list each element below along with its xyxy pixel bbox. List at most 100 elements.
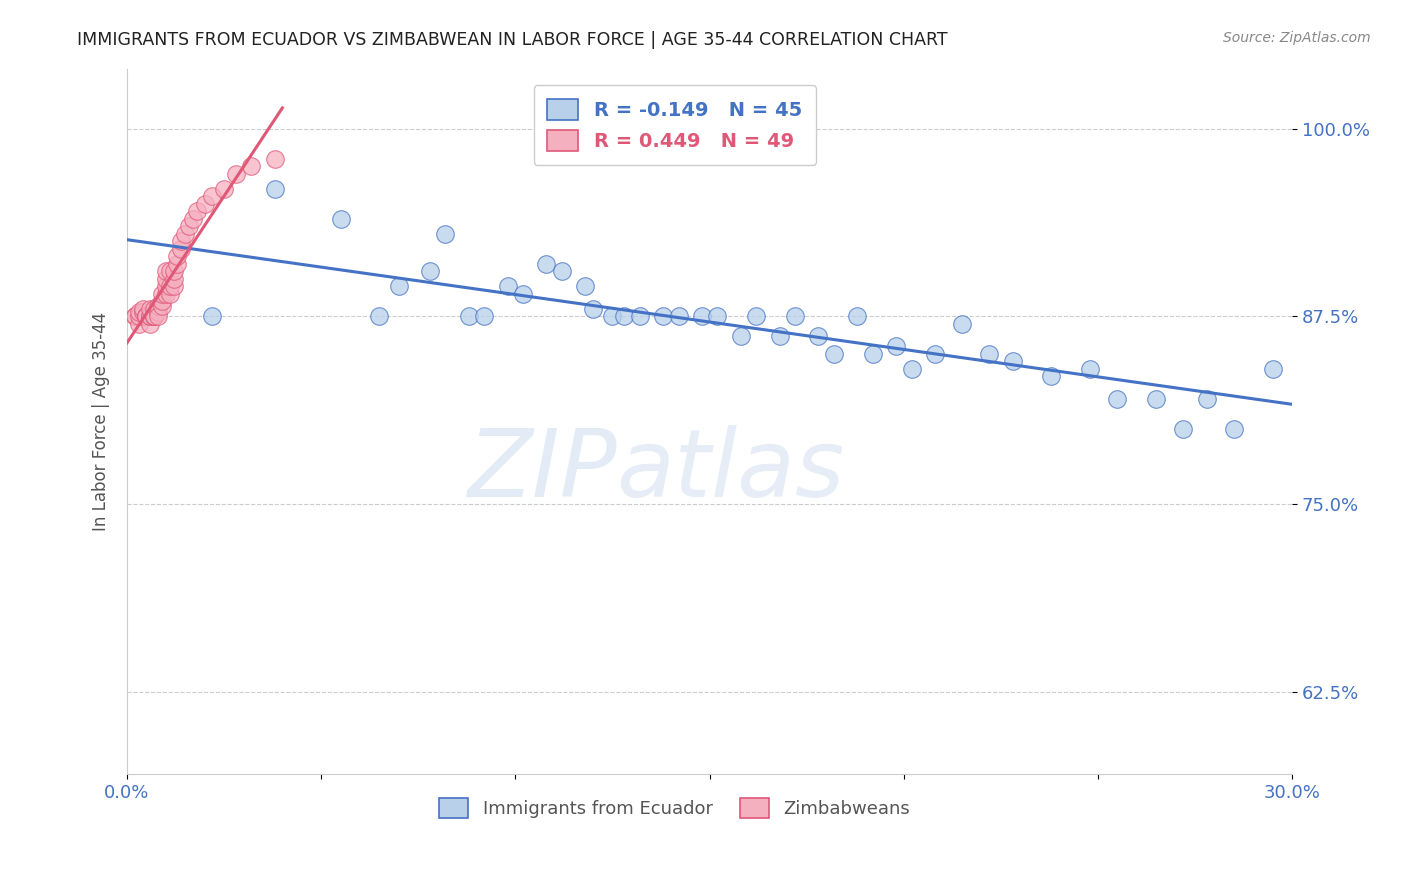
Point — [212, 181, 235, 195]
Point — [159, 264, 181, 278]
Point — [1261, 361, 1284, 376]
Point — [139, 310, 162, 324]
Point — [139, 301, 162, 316]
Point — [690, 310, 713, 324]
Legend: Immigrants from Ecuador, Zimbabweans: Immigrants from Ecuador, Zimbabweans — [432, 790, 917, 825]
Point — [263, 152, 285, 166]
Point — [143, 310, 166, 324]
Point — [201, 310, 224, 324]
Point — [613, 310, 636, 324]
Point — [884, 339, 907, 353]
Point — [150, 299, 173, 313]
Point — [582, 301, 605, 316]
Point — [124, 310, 146, 324]
Point — [124, 310, 146, 324]
Point — [457, 310, 479, 324]
Point — [225, 167, 247, 181]
Point — [900, 361, 922, 376]
Point — [155, 279, 177, 293]
Point — [807, 328, 830, 343]
Point — [155, 264, 177, 278]
Point — [846, 310, 869, 324]
Point — [170, 242, 193, 256]
Point — [730, 328, 752, 343]
Point — [146, 299, 169, 313]
Point — [496, 279, 519, 293]
Point — [512, 286, 534, 301]
Point — [574, 279, 596, 293]
Point — [745, 310, 768, 324]
Point — [329, 211, 352, 226]
Point — [768, 328, 790, 343]
Point — [179, 219, 201, 234]
Point — [668, 310, 690, 324]
Point — [146, 310, 169, 324]
Text: atlas: atlas — [616, 425, 845, 516]
Point — [128, 310, 150, 324]
Point — [131, 301, 153, 316]
Point — [162, 279, 184, 293]
Point — [186, 204, 208, 219]
Point — [135, 310, 157, 324]
Point — [139, 317, 162, 331]
Point — [652, 310, 675, 324]
Text: ZIP: ZIP — [467, 425, 616, 516]
Point — [419, 264, 441, 278]
Point — [166, 257, 188, 271]
Point — [143, 310, 166, 324]
Point — [1001, 354, 1024, 368]
Point — [201, 189, 224, 203]
Point — [174, 227, 197, 241]
Point — [150, 294, 173, 309]
Point — [131, 304, 153, 318]
Point — [434, 227, 457, 241]
Point — [950, 317, 973, 331]
Point — [1107, 392, 1129, 406]
Point — [181, 211, 204, 226]
Point — [472, 310, 495, 324]
Point — [706, 310, 728, 324]
Point — [602, 310, 624, 324]
Point — [979, 347, 1001, 361]
Point — [1195, 392, 1218, 406]
Text: Source: ZipAtlas.com: Source: ZipAtlas.com — [1223, 31, 1371, 45]
Point — [194, 196, 217, 211]
Point — [368, 310, 391, 324]
Point — [862, 347, 884, 361]
Point — [536, 257, 558, 271]
Point — [128, 304, 150, 318]
Point — [783, 310, 806, 324]
Point — [1223, 422, 1246, 436]
Point — [128, 317, 150, 331]
Point — [924, 347, 946, 361]
Point — [159, 286, 181, 301]
Point — [135, 310, 157, 324]
Point — [1173, 422, 1195, 436]
Text: IMMIGRANTS FROM ECUADOR VS ZIMBABWEAN IN LABOR FORCE | AGE 35-44 CORRELATION CHA: IMMIGRANTS FROM ECUADOR VS ZIMBABWEAN IN… — [77, 31, 948, 49]
Point — [240, 159, 263, 173]
Point — [162, 271, 184, 285]
Point — [139, 310, 162, 324]
Point — [388, 279, 411, 293]
Point — [170, 234, 193, 248]
Point — [1144, 392, 1167, 406]
Point — [155, 286, 177, 301]
Point — [135, 310, 157, 324]
Point — [166, 249, 188, 263]
Point — [551, 264, 574, 278]
Point — [263, 181, 285, 195]
Point — [146, 304, 169, 318]
Point — [143, 310, 166, 324]
Point — [1078, 361, 1101, 376]
Point — [628, 310, 651, 324]
Point — [823, 347, 845, 361]
Point — [159, 279, 181, 293]
Point — [155, 271, 177, 285]
Point — [1040, 369, 1063, 384]
Point — [143, 301, 166, 316]
Point — [150, 286, 173, 301]
Point — [143, 310, 166, 324]
Point — [162, 264, 184, 278]
Point — [135, 310, 157, 324]
Y-axis label: In Labor Force | Age 35-44: In Labor Force | Age 35-44 — [93, 312, 110, 531]
